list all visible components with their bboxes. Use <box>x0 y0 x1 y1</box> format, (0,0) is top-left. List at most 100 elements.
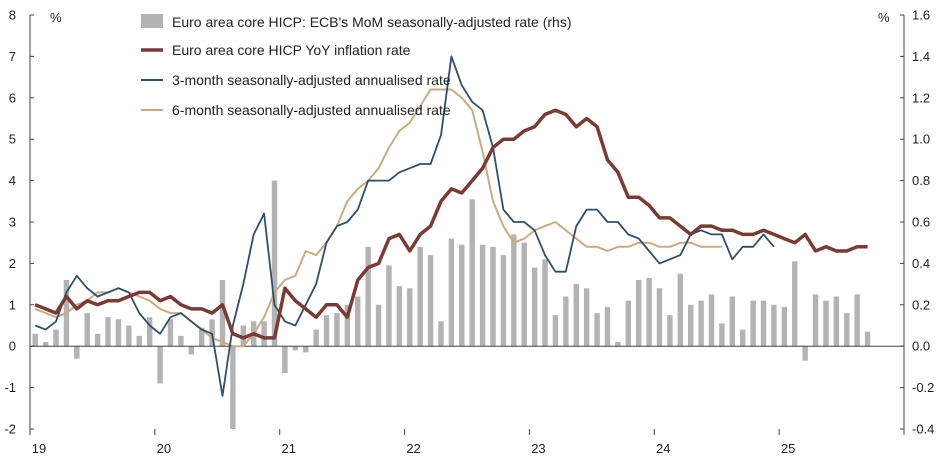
mom-bar <box>854 294 860 347</box>
legend-label-mom: Euro area core HICP: ECB's MoM seasonall… <box>172 14 572 30</box>
axes-layer <box>29 14 905 435</box>
bars-layer <box>32 180 871 429</box>
right-tick-label: 0.8 <box>912 173 930 188</box>
mom-bar <box>448 238 455 347</box>
mom-bar <box>178 335 184 347</box>
mom-bar <box>812 294 819 347</box>
left-tick-label: 5 <box>9 132 16 147</box>
mom-bar <box>563 296 569 347</box>
mom-bar <box>438 321 444 347</box>
mom-bar <box>500 255 507 347</box>
right-tick-label: 0.6 <box>912 215 930 230</box>
left-tick-label: -1 <box>4 380 16 395</box>
yoy-line <box>34 108 868 340</box>
x-tick-label: 23 <box>531 441 545 456</box>
lines-layer <box>34 55 868 397</box>
mom-bar <box>230 346 236 429</box>
mom-bar <box>74 346 80 359</box>
mom-bar <box>42 342 49 347</box>
three-month-saar-line <box>34 55 775 397</box>
mom-bar <box>781 306 788 347</box>
mom-bar <box>271 180 278 347</box>
mom-bar <box>708 294 715 347</box>
mom-bar <box>105 317 111 347</box>
mom-bar <box>303 346 309 353</box>
mom-bar <box>313 329 319 347</box>
mom-bar <box>521 242 527 347</box>
mom-bar <box>625 300 631 347</box>
labels-layer: % % -2-1012345678-0.4-0.20.00.20.40.60.8… <box>4 8 934 457</box>
right-tick-label: 1.2 <box>912 90 930 105</box>
x-tick-label: 20 <box>157 441 171 456</box>
mom-bar <box>417 246 423 347</box>
left-tick-label: 0 <box>9 339 16 354</box>
mom-bar <box>823 300 829 347</box>
right-tick-label: 1.6 <box>912 8 930 23</box>
left-tick-label: 4 <box>9 173 16 188</box>
legend-label-yoy: Euro area core HICP YoY inflation rate <box>172 42 411 58</box>
mom-bar <box>334 313 340 347</box>
mom-bar <box>115 319 122 347</box>
mom-bar <box>282 346 288 374</box>
mom-bar <box>646 277 652 347</box>
x-tick-label: 19 <box>32 441 46 456</box>
six-month-saar-line <box>34 88 722 348</box>
legend-swatch-bar <box>141 14 163 28</box>
right-tick-label: 0.0 <box>912 339 930 354</box>
mom-bar <box>760 300 767 347</box>
mom-bar <box>583 288 590 347</box>
mom-bar <box>490 246 496 347</box>
mom-bar <box>84 313 90 347</box>
mom-bar <box>427 255 434 347</box>
left-tick-label: 8 <box>9 8 16 23</box>
mom-bar <box>167 319 174 347</box>
mom-bar <box>386 265 392 347</box>
x-tick-label: 24 <box>656 441 670 456</box>
mom-bar <box>667 315 673 347</box>
mom-bar <box>292 346 299 351</box>
x-tick-label: 25 <box>781 441 795 456</box>
right-tick-label: 1.4 <box>912 49 930 64</box>
right-tick-label: -0.2 <box>912 380 934 395</box>
mom-bar <box>355 296 361 347</box>
mom-bar <box>844 313 850 347</box>
mom-bar <box>604 306 611 347</box>
x-tick-label: 21 <box>281 441 295 456</box>
mom-bar <box>396 286 403 347</box>
mom-bar <box>552 315 559 347</box>
mom-bar <box>750 300 756 347</box>
mom-bar <box>802 346 808 361</box>
mom-bar <box>573 284 579 347</box>
mom-bar <box>32 333 38 347</box>
left-tick-label: 7 <box>9 49 16 64</box>
mom-bar <box>740 329 746 347</box>
left-tick-label: 3 <box>9 215 16 230</box>
mom-bar <box>635 279 642 347</box>
mom-bar <box>687 304 694 347</box>
x-tick-label: 22 <box>406 441 420 456</box>
mom-bar <box>344 304 351 347</box>
mom-bar <box>656 288 663 347</box>
legend: Euro area core HICP: ECB's MoM seasonall… <box>141 14 572 118</box>
mom-bar <box>792 261 798 347</box>
mom-bar <box>198 327 205 347</box>
mom-bar <box>323 315 330 347</box>
legend-label-3m: 3-month seasonally-adjusted annualised r… <box>172 72 451 88</box>
right-tick-label: -0.4 <box>912 422 934 437</box>
left-tick-label: 6 <box>9 90 16 105</box>
mom-bar <box>219 279 226 347</box>
mom-bar <box>615 342 621 347</box>
mom-bar <box>53 329 59 347</box>
mom-bar <box>542 259 548 347</box>
mom-bar <box>146 317 153 347</box>
mom-bar <box>240 325 247 347</box>
mom-bar <box>511 234 517 347</box>
right-tick-label: 1.0 <box>912 132 930 147</box>
mom-bar <box>136 335 142 347</box>
mom-bar <box>94 333 101 347</box>
left-tick-label: 2 <box>9 256 16 271</box>
mom-bar <box>719 323 725 347</box>
mom-bar <box>729 296 736 347</box>
